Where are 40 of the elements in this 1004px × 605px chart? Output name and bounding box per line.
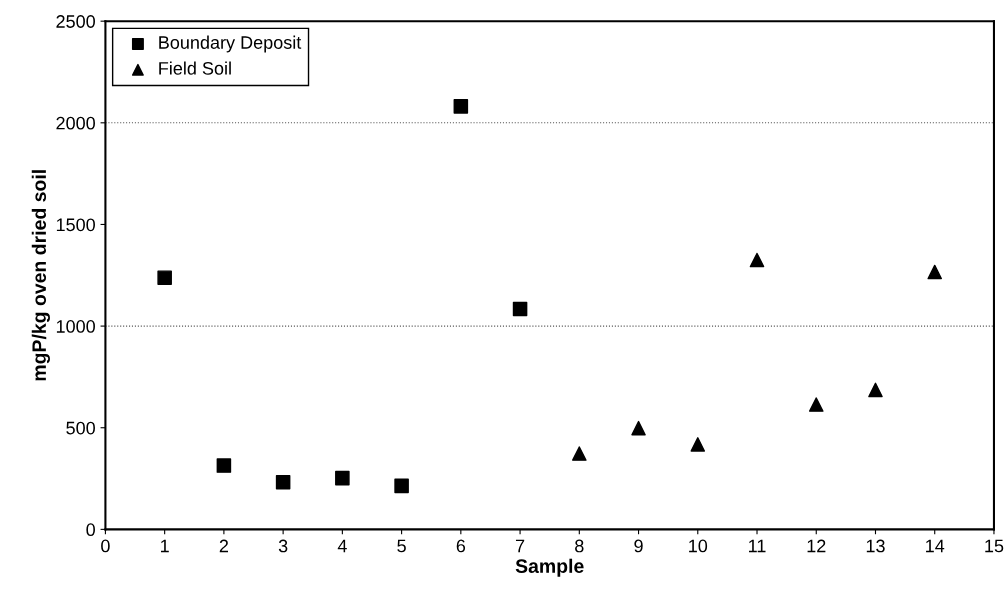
point bbox=[631, 420, 646, 436]
x-tick-label: 4 bbox=[337, 539, 347, 553]
point bbox=[690, 437, 706, 452]
point bbox=[394, 478, 409, 494]
legend-label: Boundary Deposit bbox=[159, 35, 302, 53]
x-tick-label: 7 bbox=[515, 539, 525, 553]
x-tick-label: 1 bbox=[161, 539, 169, 553]
legend-label: Field Soil bbox=[159, 61, 231, 75]
x-tick-label: 5 bbox=[397, 539, 406, 553]
x-tick-label: 0 bbox=[101, 539, 110, 553]
x-tick-label: 10 bbox=[689, 539, 708, 553]
point bbox=[157, 270, 172, 285]
x-tick-label: 15 bbox=[985, 539, 1004, 553]
x-tick-label: 2 bbox=[219, 539, 229, 553]
y-tick-label: 2500 bbox=[56, 15, 95, 28]
x-tick-label: 11 bbox=[749, 539, 766, 553]
point bbox=[453, 99, 469, 114]
y-tick-label: 1500 bbox=[56, 218, 95, 232]
x-tick-label: 6 bbox=[456, 539, 466, 553]
x-tick-label: 3 bbox=[278, 539, 288, 553]
point bbox=[868, 382, 883, 398]
y-tick-label: 2000 bbox=[56, 116, 95, 130]
y-tick-label: 1000 bbox=[56, 320, 95, 333]
point bbox=[216, 458, 232, 473]
point bbox=[572, 446, 587, 461]
y-axis-title: mgP/kg oven dried soil bbox=[31, 170, 50, 381]
x-tick-label: 14 bbox=[926, 539, 945, 553]
point bbox=[512, 301, 528, 317]
y-tick-label: 0 bbox=[86, 523, 95, 537]
x-tick-label: 12 bbox=[807, 539, 826, 553]
x-tick-label: 13 bbox=[866, 539, 885, 553]
point bbox=[275, 474, 291, 490]
point bbox=[927, 264, 943, 280]
y-tick-label: 500 bbox=[66, 421, 95, 435]
point bbox=[335, 470, 350, 486]
point bbox=[808, 397, 824, 412]
x-tick-label: 9 bbox=[634, 539, 643, 553]
point bbox=[749, 252, 765, 268]
x-tick-label: 8 bbox=[575, 539, 584, 553]
x-axis-title: Sample bbox=[515, 558, 584, 577]
